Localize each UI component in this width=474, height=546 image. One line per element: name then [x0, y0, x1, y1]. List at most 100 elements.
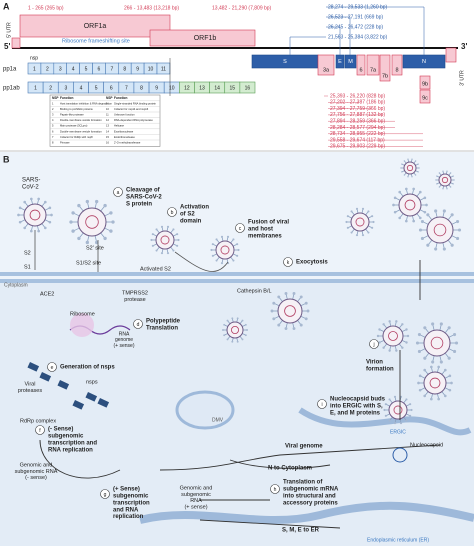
spike [41, 202, 46, 207]
spike [416, 192, 421, 197]
spike-head [431, 322, 435, 326]
spike-head [244, 323, 247, 326]
gene-label: 7a [370, 67, 377, 73]
step-badge [235, 223, 245, 233]
spike-head [23, 200, 27, 204]
spike-head [405, 219, 408, 223]
spike-head [236, 254, 239, 257]
table-cell: 12 [106, 118, 109, 122]
spike-head [18, 220, 22, 224]
envelope [426, 216, 454, 244]
spike [104, 212, 111, 217]
spike-head [355, 234, 359, 237]
spike-head [393, 196, 397, 200]
utr3-box [445, 47, 457, 63]
spike [389, 399, 393, 404]
spike [427, 239, 433, 245]
spike [227, 320, 231, 324]
gene-box [419, 75, 431, 90]
spike-head [18, 206, 22, 210]
spike-head [407, 176, 409, 178]
nsp-icon [57, 380, 70, 390]
spike-head [37, 197, 40, 201]
spike [156, 246, 160, 251]
table-cell: 2'-O-methyltransferase [114, 140, 141, 144]
spike-head [401, 171, 403, 173]
spike-head [452, 183, 454, 185]
step-letter: j [372, 342, 374, 348]
spike-head [426, 213, 430, 217]
orf-range: 13,482 - 21,290 (7,809 bp) [212, 5, 272, 11]
gene-label: E [338, 59, 342, 65]
step-letter: b [171, 210, 174, 216]
spike-head [85, 240, 90, 245]
spike-head [417, 349, 421, 354]
gene-box [356, 54, 366, 76]
label: S, M, E to ER [282, 528, 320, 534]
spike [94, 202, 97, 209]
spike-head [215, 259, 218, 262]
table-cell: 10 [106, 107, 109, 111]
spike [79, 232, 84, 239]
label: DMV [212, 417, 224, 423]
table-cell: Single-stranded RNA binding protein [114, 101, 157, 105]
spike [285, 322, 288, 329]
spike-head [299, 323, 303, 327]
label: S1/S2 site [76, 260, 101, 266]
spike-head [400, 167, 402, 169]
spike [230, 256, 234, 261]
step-badge [167, 207, 177, 217]
nsp-number: 5 [85, 66, 88, 72]
spike [447, 239, 453, 245]
step-badge [100, 489, 110, 499]
spike [395, 209, 401, 213]
envelope [77, 207, 107, 237]
spike-head [454, 341, 459, 345]
ribosome-icon [70, 313, 94, 337]
spike [412, 189, 414, 195]
spike [383, 343, 388, 348]
spike-head [414, 160, 417, 162]
spike [419, 209, 425, 213]
spike-head [176, 233, 179, 236]
spike [431, 367, 433, 373]
table-cell: Helicase [114, 124, 125, 128]
spike [226, 237, 229, 242]
spike [389, 321, 392, 327]
spike-head [393, 422, 397, 425]
spike-head [232, 238, 235, 241]
pp1ab-label: pp1ab [3, 86, 20, 92]
nsp-box [239, 81, 256, 94]
spike [394, 418, 397, 423]
nsp-number: 13 [199, 85, 205, 91]
table-header: NSP [106, 96, 113, 100]
spike-head [371, 215, 374, 218]
spike [172, 233, 177, 237]
spike-head [304, 317, 308, 321]
spike-head [405, 398, 408, 401]
spike-head [236, 243, 239, 246]
spike-head [453, 332, 457, 337]
nsp-number: 3 [59, 66, 62, 72]
spike [389, 416, 393, 421]
spike-head [405, 419, 408, 422]
spike [365, 211, 369, 216]
spike [166, 227, 169, 232]
virion [69, 199, 115, 245]
spike [292, 322, 295, 329]
spike-head [456, 219, 460, 224]
spike-head [388, 398, 391, 401]
envelope [398, 193, 422, 217]
step-text: formation [366, 366, 394, 372]
virion [418, 209, 462, 251]
spike [367, 225, 372, 229]
spike [224, 324, 228, 327]
connector [326, 6, 425, 55]
spike [394, 321, 397, 327]
spike-head [436, 183, 438, 185]
spike-head [437, 365, 440, 369]
spike-head [378, 341, 381, 344]
spike-head [211, 243, 214, 246]
accessory-range: 28,734 - 28,955 (222 bp) [330, 131, 385, 137]
